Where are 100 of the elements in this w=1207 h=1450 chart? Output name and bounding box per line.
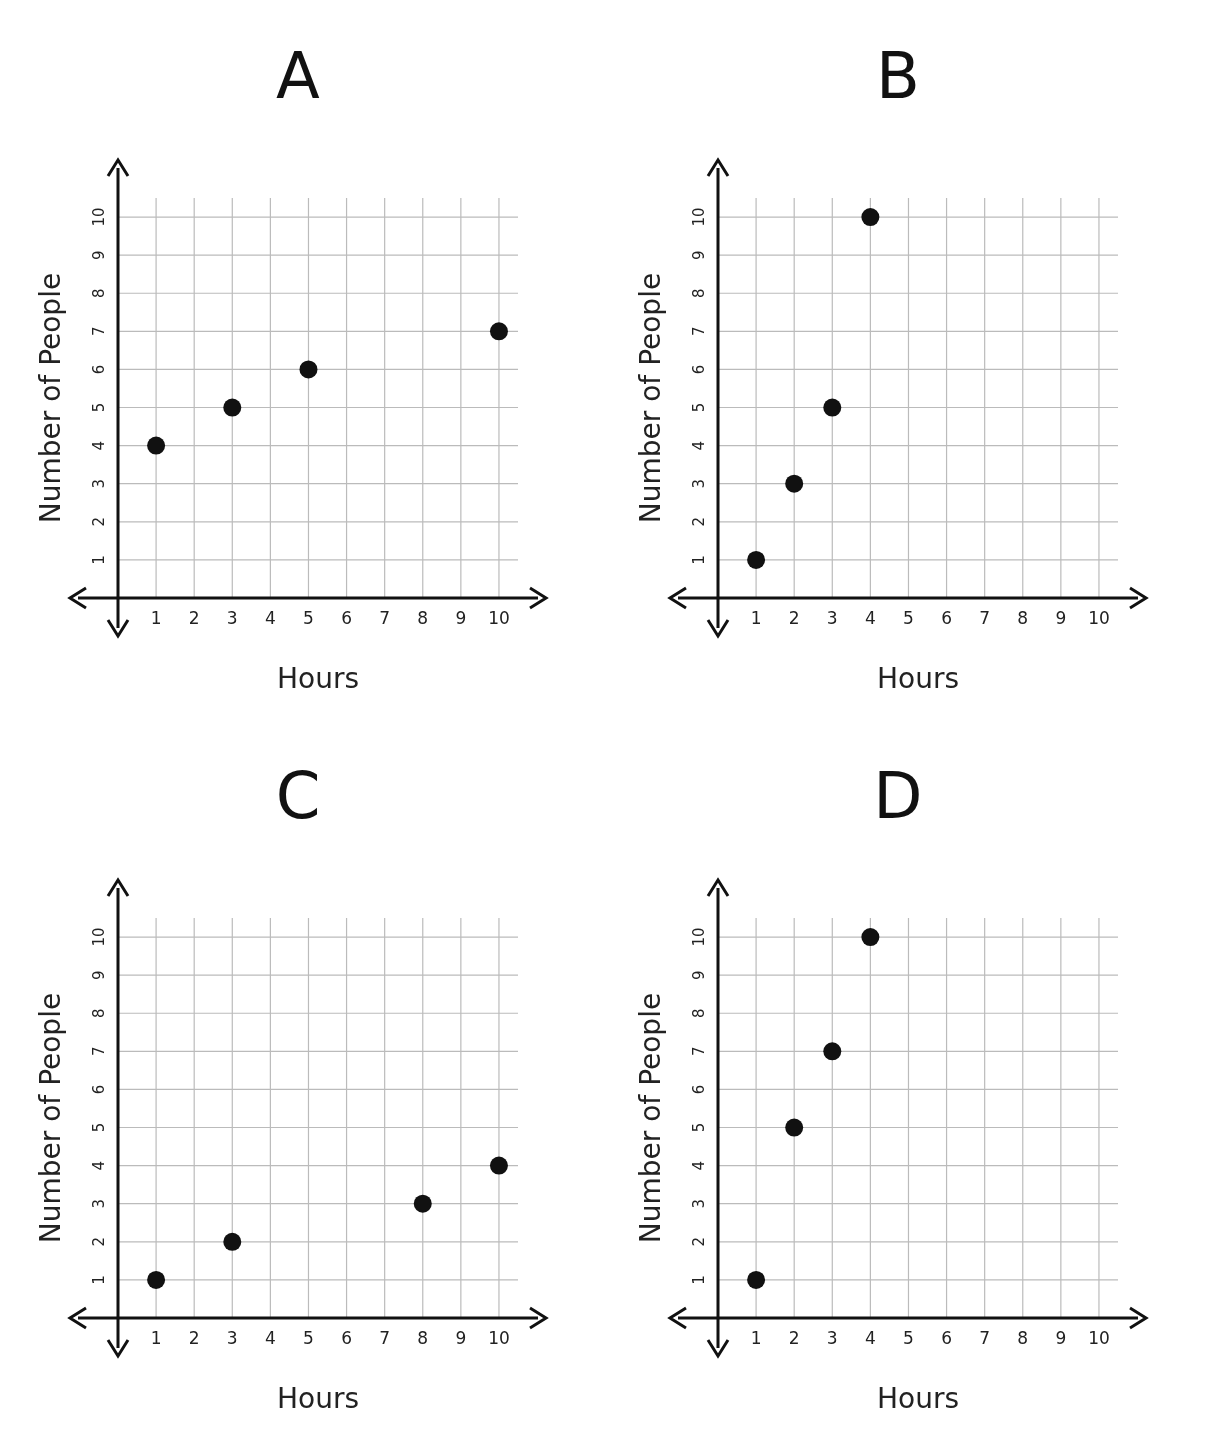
x-tick-label: 6 [941,1328,952,1348]
chart-title: D [873,759,923,833]
y-tick-label: 9 [90,250,108,260]
x-tick-label: 10 [488,608,510,628]
x-tick-label: 1 [750,1328,762,1348]
y-tick-label: 1 [90,1275,108,1285]
point [747,1270,766,1289]
y-tick-label: 2 [90,1237,108,1247]
y-tick-label: 5 [690,1122,708,1133]
x-tick-label: 7 [379,1328,391,1348]
x-tick-label: 1 [150,1328,162,1348]
chart-title: A [276,39,321,113]
x-axis-title: Hours [276,662,360,695]
y-axis-title: Number of People [34,272,67,524]
y-tick-label: 7 [690,1046,708,1057]
x-tick-label: 2 [188,1328,200,1348]
y-tick-label: 4 [90,1160,108,1171]
x-tick-label: 9 [455,608,467,628]
y-tick-label: 6 [690,1084,708,1095]
x-tick-label: 9 [1055,608,1067,628]
x-tick-label: 8 [1017,608,1029,628]
chart-title: C [275,759,321,833]
x-tick-label: 7 [979,1328,991,1348]
x-tick-label: 3 [226,608,238,628]
y-tick-label: 8 [690,288,708,299]
x-tick-label: 10 [488,1328,510,1348]
y-tick-label: 10 [90,207,108,227]
point [489,1156,508,1175]
x-tick-label: 6 [341,1328,352,1348]
x-tick-label: 10 [1088,608,1110,628]
y-tick-label: 6 [90,364,108,375]
y-tick-label: 8 [90,1008,108,1019]
x-tick-label: 9 [455,1328,467,1348]
point [861,208,880,227]
x-tick-label: 5 [303,608,314,628]
x-axis-title: Hours [876,662,960,695]
x-tick-label: 10 [1088,1328,1110,1348]
y-tick-label: 1 [690,555,708,565]
y-tick-label: 3 [690,1198,708,1209]
point [489,322,508,341]
x-tick-label: 5 [903,608,914,628]
y-tick-label: 10 [690,207,708,227]
x-tick-label: 8 [1017,1328,1029,1348]
x-tick-label: 3 [226,1328,238,1348]
y-tick-label: 3 [90,1198,108,1209]
y-tick-label: 5 [90,402,108,413]
y-tick-label: 3 [690,478,708,489]
y-tick-label: 9 [690,250,708,260]
point [223,398,242,417]
point [823,1042,842,1061]
x-tick-label: 4 [864,608,876,628]
y-tick-label: 10 [90,927,108,947]
y-axis-title: Number of People [34,992,67,1244]
y-tick-label: 1 [690,1275,708,1285]
point [823,398,842,417]
point [861,928,880,947]
y-tick-label: 8 [690,1008,708,1019]
x-tick-label: 5 [903,1328,914,1348]
y-tick-label: 6 [90,1084,108,1095]
y-tick-label: 5 [90,1122,108,1133]
point [785,1118,804,1137]
x-tick-label: 2 [788,1328,800,1348]
x-tick-label: 4 [264,608,276,628]
y-tick-label: 9 [690,970,708,980]
point [147,1270,166,1289]
point [413,1194,432,1213]
x-tick-label: 7 [379,608,391,628]
y-tick-label: 2 [690,1237,708,1247]
point [223,1232,242,1251]
x-tick-label: 2 [788,608,800,628]
x-tick-label: 8 [417,608,429,628]
y-tick-label: 6 [690,364,708,375]
x-tick-label: 4 [264,1328,276,1348]
point [785,474,804,493]
x-tick-label: 5 [303,1328,314,1348]
y-tick-label: 7 [90,1046,108,1057]
y-axis-title: Number of People [634,272,667,524]
x-tick-label: 1 [150,608,162,628]
y-tick-label: 4 [690,1160,708,1171]
point [299,360,318,379]
point [147,436,166,455]
x-tick-label: 3 [826,1328,838,1348]
y-tick-label: 2 [90,517,108,527]
y-tick-label: 1 [90,555,108,565]
y-tick-label: 3 [90,478,108,489]
y-tick-label: 7 [690,326,708,337]
y-tick-label: 10 [690,927,708,947]
x-tick-label: 1 [750,608,762,628]
x-tick-label: 4 [864,1328,876,1348]
y-tick-label: 4 [690,440,708,451]
x-axis-title: Hours [276,1382,360,1415]
x-tick-label: 2 [188,608,200,628]
y-tick-label: 9 [90,970,108,980]
y-tick-label: 2 [690,517,708,527]
x-tick-label: 6 [941,608,952,628]
y-axis-title: Number of People [634,992,667,1244]
y-tick-label: 4 [90,440,108,451]
point [747,550,766,569]
y-tick-label: 8 [90,288,108,299]
x-tick-label: 7 [979,608,991,628]
